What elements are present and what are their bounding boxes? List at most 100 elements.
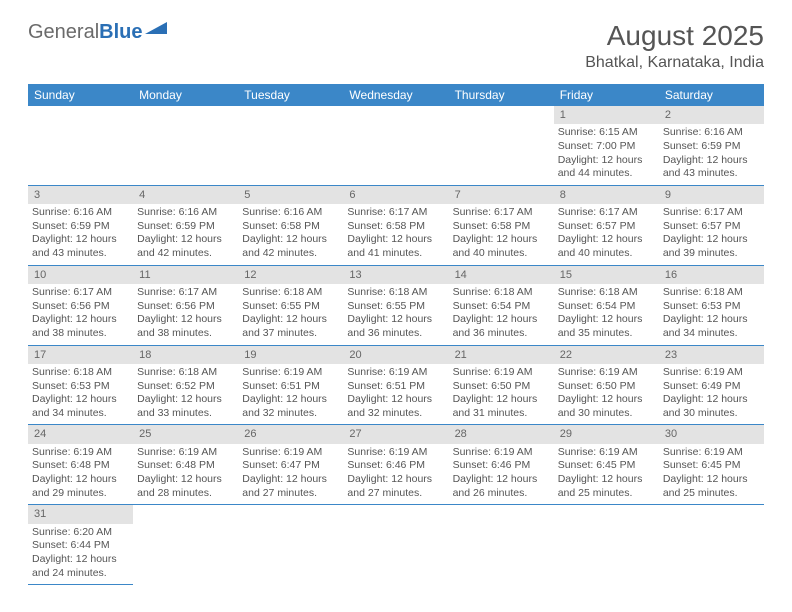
day-number: 8: [554, 186, 659, 204]
day-info: Sunrise: 6:19 AMSunset: 6:46 PMDaylight:…: [449, 444, 554, 505]
calendar-row: 3Sunrise: 6:16 AMSunset: 6:59 PMDaylight…: [28, 185, 764, 265]
calendar-day: 29Sunrise: 6:19 AMSunset: 6:45 PMDayligh…: [554, 425, 659, 505]
day-number: 11: [133, 266, 238, 284]
sunrise-line: Sunrise: 6:18 AM: [453, 286, 550, 300]
sunrise-line: Sunrise: 6:20 AM: [32, 526, 129, 540]
title-block: August 2025 Bhatkal, Karnataka, India: [585, 20, 764, 72]
daylight-line: Daylight: 12 hours and 27 minutes.: [347, 473, 444, 500]
calendar-row: 10Sunrise: 6:17 AMSunset: 6:56 PMDayligh…: [28, 265, 764, 345]
calendar-day: 12Sunrise: 6:18 AMSunset: 6:55 PMDayligh…: [238, 265, 343, 345]
sunset-line: Sunset: 6:44 PM: [32, 539, 129, 553]
day-number: 28: [449, 425, 554, 443]
sunrise-line: Sunrise: 6:18 AM: [242, 286, 339, 300]
daylight-line: Daylight: 12 hours and 41 minutes.: [347, 233, 444, 260]
calendar-day: 2Sunrise: 6:16 AMSunset: 6:59 PMDaylight…: [659, 106, 764, 185]
day-number: 1: [554, 106, 659, 124]
daylight-line: Daylight: 12 hours and 24 minutes.: [32, 553, 129, 580]
day-info: Sunrise: 6:18 AMSunset: 6:55 PMDaylight:…: [343, 284, 448, 345]
daylight-line: Daylight: 12 hours and 38 minutes.: [137, 313, 234, 340]
day-number: 16: [659, 266, 764, 284]
sunset-line: Sunset: 6:48 PM: [137, 459, 234, 473]
logo: GeneralBlue: [28, 20, 171, 44]
sunset-line: Sunset: 6:49 PM: [663, 380, 760, 394]
daylight-line: Daylight: 12 hours and 31 minutes.: [453, 393, 550, 420]
calendar-day: 23Sunrise: 6:19 AMSunset: 6:49 PMDayligh…: [659, 345, 764, 425]
sunrise-line: Sunrise: 6:19 AM: [242, 366, 339, 380]
day-number: 18: [133, 346, 238, 364]
day-info: Sunrise: 6:19 AMSunset: 6:51 PMDaylight:…: [343, 364, 448, 425]
day-info: Sunrise: 6:16 AMSunset: 6:59 PMDaylight:…: [659, 124, 764, 185]
sunrise-line: Sunrise: 6:19 AM: [32, 446, 129, 460]
sunrise-line: Sunrise: 6:19 AM: [663, 366, 760, 380]
day-info: Sunrise: 6:16 AMSunset: 6:59 PMDaylight:…: [28, 204, 133, 265]
calendar-day: 16Sunrise: 6:18 AMSunset: 6:53 PMDayligh…: [659, 265, 764, 345]
day-number: 20: [343, 346, 448, 364]
daylight-line: Daylight: 12 hours and 35 minutes.: [558, 313, 655, 340]
weekday-header: Friday: [554, 84, 659, 106]
sunrise-line: Sunrise: 6:16 AM: [32, 206, 129, 220]
calendar-day: 26Sunrise: 6:19 AMSunset: 6:47 PMDayligh…: [238, 425, 343, 505]
calendar-day: 22Sunrise: 6:19 AMSunset: 6:50 PMDayligh…: [554, 345, 659, 425]
sunrise-line: Sunrise: 6:18 AM: [137, 366, 234, 380]
calendar-row: 31Sunrise: 6:20 AMSunset: 6:44 PMDayligh…: [28, 505, 764, 585]
day-info: Sunrise: 6:17 AMSunset: 6:56 PMDaylight:…: [28, 284, 133, 345]
logo-flag-icon: [145, 20, 171, 38]
day-info: Sunrise: 6:18 AMSunset: 6:53 PMDaylight:…: [28, 364, 133, 425]
weekday-header: Tuesday: [238, 84, 343, 106]
calendar-day: 18Sunrise: 6:18 AMSunset: 6:52 PMDayligh…: [133, 345, 238, 425]
daylight-line: Daylight: 12 hours and 30 minutes.: [663, 393, 760, 420]
weekday-header-row: SundayMondayTuesdayWednesdayThursdayFrid…: [28, 84, 764, 106]
day-number: 7: [449, 186, 554, 204]
sunrise-line: Sunrise: 6:19 AM: [558, 366, 655, 380]
daylight-line: Daylight: 12 hours and 26 minutes.: [453, 473, 550, 500]
calendar-empty-cell: [449, 505, 554, 585]
weekday-header: Wednesday: [343, 84, 448, 106]
day-number: 21: [449, 346, 554, 364]
sunrise-line: Sunrise: 6:19 AM: [453, 446, 550, 460]
day-info: Sunrise: 6:19 AMSunset: 6:51 PMDaylight:…: [238, 364, 343, 425]
day-info: Sunrise: 6:19 AMSunset: 6:45 PMDaylight:…: [659, 444, 764, 505]
day-info: Sunrise: 6:18 AMSunset: 6:54 PMDaylight:…: [554, 284, 659, 345]
daylight-line: Daylight: 12 hours and 40 minutes.: [453, 233, 550, 260]
daylight-line: Daylight: 12 hours and 28 minutes.: [137, 473, 234, 500]
sunrise-line: Sunrise: 6:19 AM: [242, 446, 339, 460]
calendar-day: 1Sunrise: 6:15 AMSunset: 7:00 PMDaylight…: [554, 106, 659, 185]
sunrise-line: Sunrise: 6:17 AM: [137, 286, 234, 300]
sunset-line: Sunset: 6:55 PM: [242, 300, 339, 314]
sunrise-line: Sunrise: 6:19 AM: [347, 446, 444, 460]
daylight-line: Daylight: 12 hours and 36 minutes.: [347, 313, 444, 340]
sunrise-line: Sunrise: 6:16 AM: [137, 206, 234, 220]
calendar-day: 30Sunrise: 6:19 AMSunset: 6:45 PMDayligh…: [659, 425, 764, 505]
day-number: 17: [28, 346, 133, 364]
day-info: Sunrise: 6:19 AMSunset: 6:50 PMDaylight:…: [449, 364, 554, 425]
daylight-line: Daylight: 12 hours and 30 minutes.: [558, 393, 655, 420]
calendar-table: SundayMondayTuesdayWednesdayThursdayFrid…: [28, 84, 764, 585]
sunrise-line: Sunrise: 6:17 AM: [347, 206, 444, 220]
sunrise-line: Sunrise: 6:17 AM: [558, 206, 655, 220]
calendar-day: 27Sunrise: 6:19 AMSunset: 6:46 PMDayligh…: [343, 425, 448, 505]
sunset-line: Sunset: 6:59 PM: [32, 220, 129, 234]
daylight-line: Daylight: 12 hours and 39 minutes.: [663, 233, 760, 260]
daylight-line: Daylight: 12 hours and 42 minutes.: [242, 233, 339, 260]
calendar-day: 24Sunrise: 6:19 AMSunset: 6:48 PMDayligh…: [28, 425, 133, 505]
sunset-line: Sunset: 6:51 PM: [347, 380, 444, 394]
sunset-line: Sunset: 6:48 PM: [32, 459, 129, 473]
calendar-day: 15Sunrise: 6:18 AMSunset: 6:54 PMDayligh…: [554, 265, 659, 345]
day-number: 13: [343, 266, 448, 284]
sunset-line: Sunset: 6:50 PM: [453, 380, 550, 394]
calendar-day: 14Sunrise: 6:18 AMSunset: 6:54 PMDayligh…: [449, 265, 554, 345]
day-number: 10: [28, 266, 133, 284]
day-info: Sunrise: 6:18 AMSunset: 6:55 PMDaylight:…: [238, 284, 343, 345]
day-number: 9: [659, 186, 764, 204]
daylight-line: Daylight: 12 hours and 37 minutes.: [242, 313, 339, 340]
calendar-empty-cell: [343, 106, 448, 185]
day-number: 2: [659, 106, 764, 124]
sunrise-line: Sunrise: 6:19 AM: [347, 366, 444, 380]
day-info: Sunrise: 6:15 AMSunset: 7:00 PMDaylight:…: [554, 124, 659, 185]
sunrise-line: Sunrise: 6:17 AM: [453, 206, 550, 220]
daylight-line: Daylight: 12 hours and 25 minutes.: [558, 473, 655, 500]
calendar-day: 5Sunrise: 6:16 AMSunset: 6:58 PMDaylight…: [238, 185, 343, 265]
sunset-line: Sunset: 6:58 PM: [347, 220, 444, 234]
day-info: Sunrise: 6:17 AMSunset: 6:57 PMDaylight:…: [554, 204, 659, 265]
daylight-line: Daylight: 12 hours and 25 minutes.: [663, 473, 760, 500]
